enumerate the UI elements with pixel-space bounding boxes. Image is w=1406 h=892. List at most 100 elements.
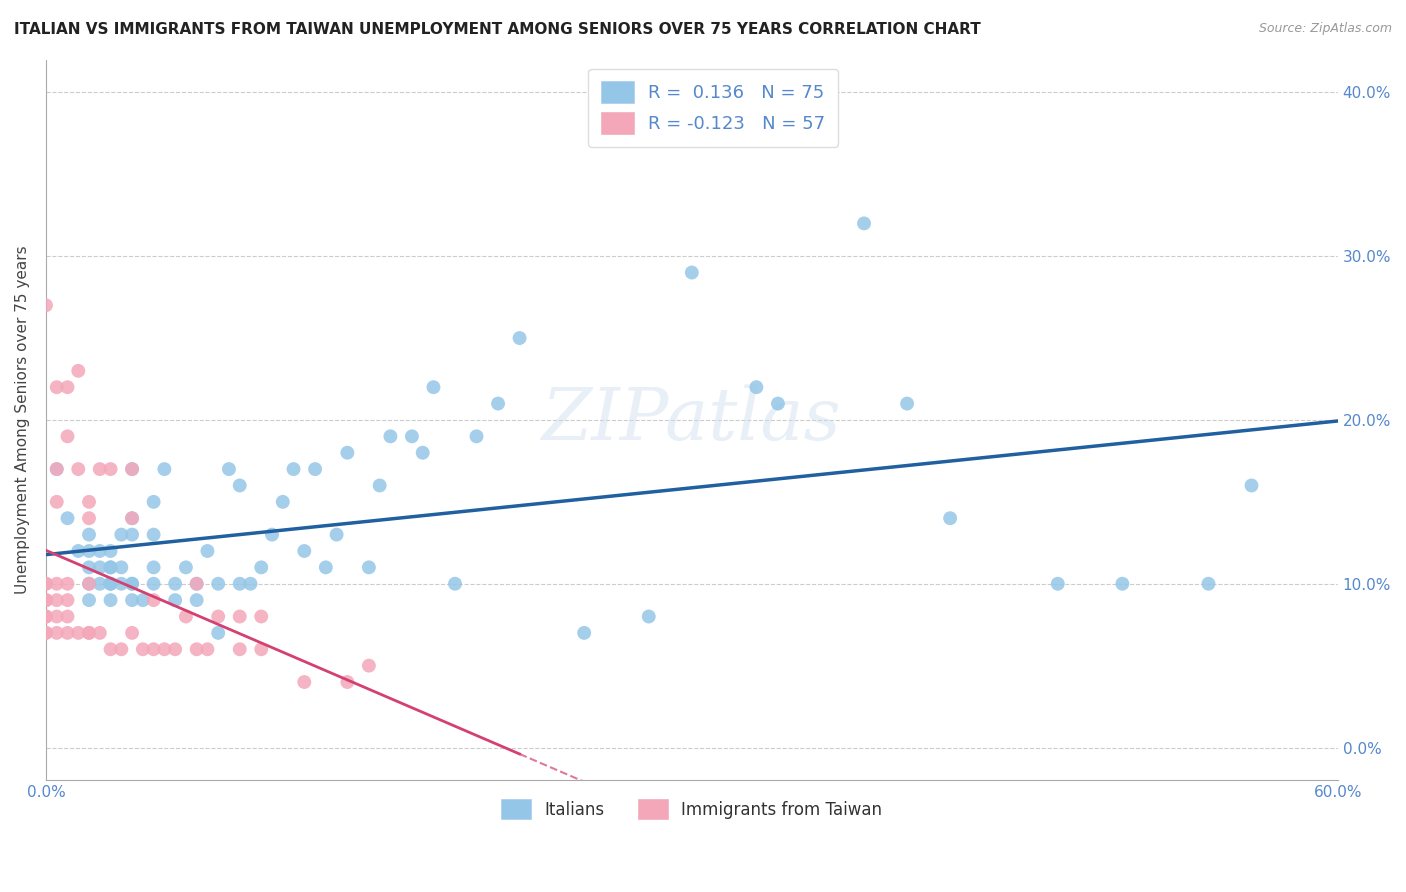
Point bbox=[207, 609, 229, 624]
Point bbox=[239, 576, 262, 591]
Point bbox=[207, 626, 229, 640]
Point bbox=[35, 626, 58, 640]
Point bbox=[45, 462, 67, 476]
Point bbox=[67, 364, 90, 378]
Point bbox=[121, 593, 143, 607]
Point bbox=[100, 462, 122, 476]
Point bbox=[67, 544, 90, 558]
Y-axis label: Unemployment Among Seniors over 75 years: Unemployment Among Seniors over 75 years bbox=[15, 245, 30, 594]
Point bbox=[1111, 576, 1133, 591]
Point bbox=[67, 462, 90, 476]
Point bbox=[35, 609, 58, 624]
Point bbox=[77, 495, 100, 509]
Point bbox=[89, 462, 111, 476]
Point bbox=[121, 462, 143, 476]
Text: ZIPatlas: ZIPatlas bbox=[541, 384, 842, 455]
Point bbox=[186, 642, 208, 657]
Point bbox=[89, 576, 111, 591]
Legend: Italians, Immigrants from Taiwan: Italians, Immigrants from Taiwan bbox=[495, 792, 889, 826]
Text: Source: ZipAtlas.com: Source: ZipAtlas.com bbox=[1258, 22, 1392, 36]
Point bbox=[56, 593, 79, 607]
Point bbox=[89, 544, 111, 558]
Point bbox=[197, 642, 219, 657]
Point bbox=[56, 576, 79, 591]
Point bbox=[1240, 478, 1263, 492]
Point bbox=[35, 593, 58, 607]
Point bbox=[250, 642, 273, 657]
Point bbox=[1046, 576, 1069, 591]
Point bbox=[186, 593, 208, 607]
Point bbox=[110, 527, 132, 541]
Point bbox=[100, 576, 122, 591]
Point bbox=[637, 609, 659, 624]
Point bbox=[35, 576, 58, 591]
Point bbox=[142, 495, 165, 509]
Point bbox=[100, 576, 122, 591]
Point bbox=[45, 576, 67, 591]
Point bbox=[121, 511, 143, 525]
Point bbox=[45, 380, 67, 394]
Point bbox=[197, 544, 219, 558]
Point bbox=[77, 560, 100, 574]
Point bbox=[77, 593, 100, 607]
Point bbox=[336, 446, 359, 460]
Point bbox=[315, 560, 337, 574]
Point bbox=[35, 609, 58, 624]
Point bbox=[45, 593, 67, 607]
Point bbox=[100, 593, 122, 607]
Point bbox=[153, 642, 176, 657]
Point bbox=[465, 429, 488, 443]
Point bbox=[121, 626, 143, 640]
Point bbox=[77, 626, 100, 640]
Point bbox=[228, 609, 250, 624]
Point bbox=[422, 380, 444, 394]
Point bbox=[325, 527, 347, 541]
Point bbox=[110, 560, 132, 574]
Point bbox=[56, 626, 79, 640]
Point bbox=[228, 478, 250, 492]
Point bbox=[77, 626, 100, 640]
Point bbox=[121, 527, 143, 541]
Point bbox=[45, 495, 67, 509]
Point bbox=[77, 527, 100, 541]
Point bbox=[304, 462, 326, 476]
Point bbox=[218, 462, 240, 476]
Point bbox=[853, 216, 876, 230]
Point bbox=[121, 576, 143, 591]
Point bbox=[165, 576, 187, 591]
Point bbox=[142, 576, 165, 591]
Point bbox=[228, 642, 250, 657]
Point bbox=[56, 511, 79, 525]
Point bbox=[35, 593, 58, 607]
Point bbox=[228, 576, 250, 591]
Point bbox=[283, 462, 305, 476]
Point bbox=[271, 495, 294, 509]
Point bbox=[77, 511, 100, 525]
Point bbox=[207, 576, 229, 591]
Point bbox=[572, 626, 595, 640]
Point bbox=[186, 576, 208, 591]
Point bbox=[100, 560, 122, 574]
Point bbox=[745, 380, 768, 394]
Point bbox=[77, 576, 100, 591]
Point bbox=[132, 642, 155, 657]
Point bbox=[368, 478, 391, 492]
Point bbox=[142, 560, 165, 574]
Point bbox=[56, 609, 79, 624]
Point bbox=[336, 675, 359, 690]
Point bbox=[165, 642, 187, 657]
Point bbox=[100, 560, 122, 574]
Point bbox=[444, 576, 467, 591]
Point bbox=[56, 429, 79, 443]
Point bbox=[35, 609, 58, 624]
Point bbox=[186, 576, 208, 591]
Point bbox=[132, 593, 155, 607]
Point bbox=[412, 446, 434, 460]
Point bbox=[110, 576, 132, 591]
Point bbox=[142, 642, 165, 657]
Point bbox=[67, 626, 90, 640]
Point bbox=[153, 462, 176, 476]
Point bbox=[56, 380, 79, 394]
Point bbox=[1198, 576, 1220, 591]
Point bbox=[681, 266, 703, 280]
